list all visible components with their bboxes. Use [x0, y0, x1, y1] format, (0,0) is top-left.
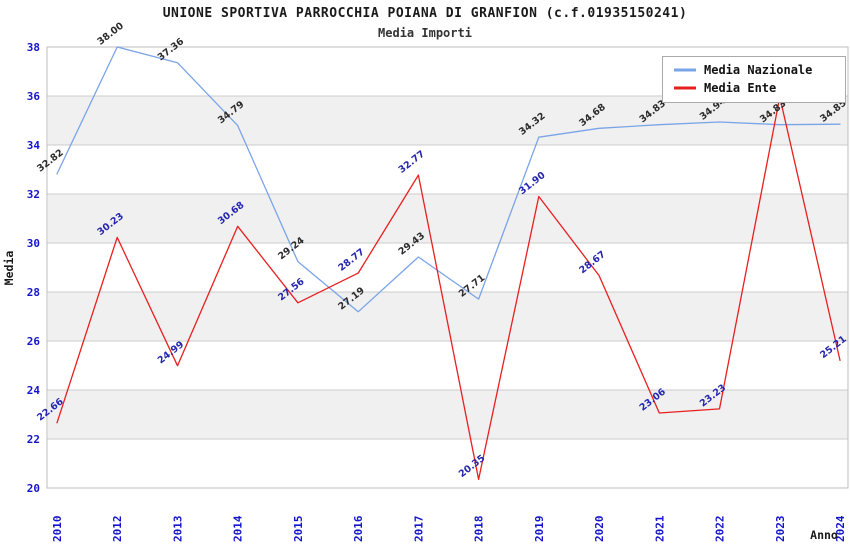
data-label: 28.77 — [336, 247, 366, 274]
x-tick-label: 2016 — [352, 515, 365, 542]
plot-band — [48, 194, 848, 243]
data-label: 20.35 — [457, 453, 487, 480]
y-tick-label: 32 — [27, 188, 40, 201]
series-line-media-ente — [56, 96, 841, 481]
plot-band — [48, 390, 848, 439]
legend-label: Media Nazionale — [704, 63, 812, 77]
legend-box — [662, 56, 846, 103]
series-line-media-nazionale — [56, 46, 841, 313]
y-tick-label: 24 — [27, 384, 41, 397]
y-tick-label: 28 — [27, 286, 40, 299]
y-tick-label: 30 — [27, 237, 40, 250]
data-label: 38.00 — [95, 20, 126, 47]
y-tick-label: 36 — [27, 90, 41, 103]
x-tick-label: 2015 — [292, 516, 305, 543]
x-tick-label: 2024 — [834, 515, 847, 542]
x-tick-label: 2022 — [714, 516, 727, 543]
x-tick-label: 2013 — [171, 516, 184, 543]
x-tick-label: 2010 — [51, 516, 64, 543]
x-tick-label: 2017 — [412, 516, 425, 543]
plot-border — [46, 46, 849, 489]
x-tick-label: 2019 — [533, 516, 546, 543]
y-tick-label: 26 — [27, 335, 41, 348]
x-tick-label: 2021 — [653, 515, 666, 542]
data-label: 37.36 — [156, 36, 187, 63]
y-tick-label: 34 — [27, 139, 41, 152]
chart-title: UNIONE SPORTIVA PARROCCHIA POIANA DI GRA… — [162, 6, 688, 21]
plot-band — [48, 292, 848, 341]
chart-subtitle: Media Importi — [378, 26, 472, 40]
x-tick-label: 2020 — [593, 516, 606, 543]
y-tick-label: 20 — [27, 482, 40, 495]
x-axis-title: Anno — [810, 528, 838, 542]
y-tick-label: 22 — [27, 433, 40, 446]
x-tick-label: 2023 — [774, 516, 787, 543]
legend: Media Nazionale Media Ente — [662, 56, 846, 103]
x-tick-label: 2014 — [232, 515, 245, 542]
x-tick-label: 2018 — [473, 516, 486, 543]
plot-band — [48, 96, 848, 145]
legend-label: Media Ente — [704, 81, 776, 95]
y-tick-label: 38 — [27, 41, 40, 54]
x-tick-label: 2012 — [111, 516, 124, 543]
y-axis-title: Media — [2, 251, 16, 286]
data-label: 24.99 — [156, 339, 186, 366]
data-label: 32.77 — [397, 149, 427, 176]
